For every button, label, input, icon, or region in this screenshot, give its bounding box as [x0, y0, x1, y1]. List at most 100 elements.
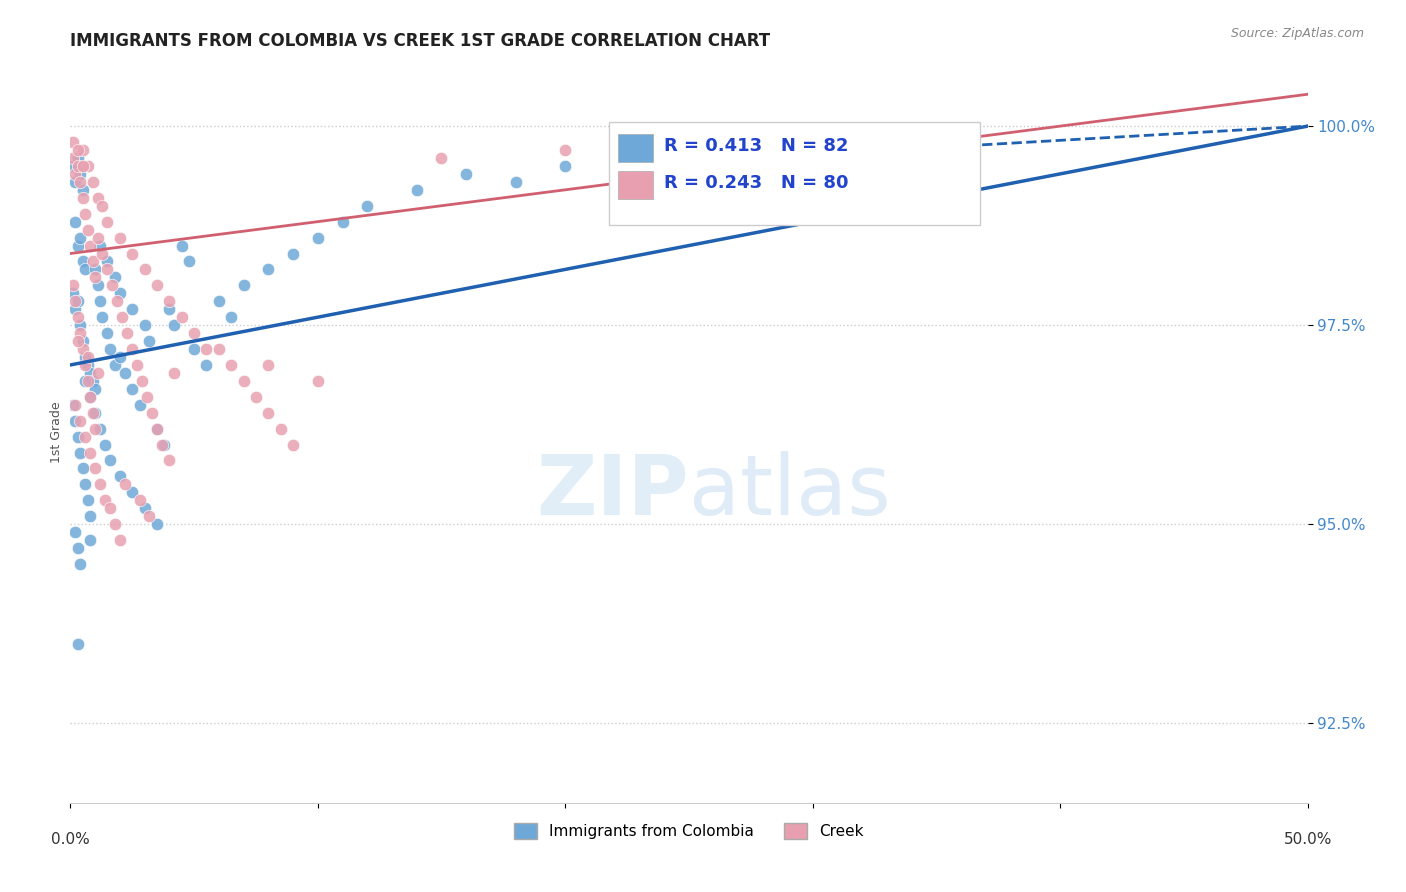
Point: [69, 414, 91, 428]
Point: [307, 374, 329, 388]
Point: [281, 437, 304, 451]
Point: [177, 254, 200, 268]
Point: [65, 294, 87, 309]
Point: [108, 469, 131, 483]
Point: [108, 350, 131, 364]
Point: [146, 422, 169, 436]
Point: [157, 302, 180, 317]
Point: [69, 318, 91, 333]
Point: [98, 342, 121, 356]
Point: [505, 175, 527, 189]
FancyBboxPatch shape: [609, 121, 980, 226]
Point: [307, 230, 329, 244]
Point: [170, 310, 193, 325]
Point: [405, 183, 427, 197]
Point: [356, 199, 378, 213]
Point: [62, 159, 84, 173]
Point: [79, 533, 101, 547]
Point: [96, 326, 118, 340]
Point: [72, 254, 94, 268]
Point: [554, 143, 576, 157]
Point: [76, 159, 98, 173]
Point: [75, 350, 97, 364]
Text: IMMIGRANTS FROM COLOMBIA VS CREEK 1ST GRADE CORRELATION CHART: IMMIGRANTS FROM COLOMBIA VS CREEK 1ST GR…: [70, 32, 770, 50]
Point: [136, 390, 159, 404]
Point: [157, 453, 180, 467]
Point: [72, 191, 94, 205]
Point: [91, 310, 114, 325]
Point: [66, 294, 89, 309]
Point: [66, 541, 89, 555]
Text: R = 0.243   N = 80: R = 0.243 N = 80: [664, 174, 849, 192]
Point: [75, 207, 97, 221]
Text: ZIP: ZIP: [537, 451, 689, 533]
Point: [219, 310, 242, 325]
Point: [96, 254, 118, 268]
Point: [134, 262, 156, 277]
Point: [82, 175, 104, 189]
Text: 0.0%: 0.0%: [51, 832, 90, 847]
Point: [163, 318, 186, 333]
Point: [76, 350, 98, 364]
Point: [69, 167, 91, 181]
Point: [150, 437, 173, 451]
Point: [94, 493, 117, 508]
Point: [82, 374, 104, 388]
Point: [75, 429, 97, 443]
Point: [75, 358, 97, 372]
Point: [72, 334, 94, 348]
Point: [98, 501, 121, 516]
Point: [111, 310, 134, 325]
Point: [75, 477, 97, 491]
Point: [131, 374, 153, 388]
Point: [121, 302, 143, 317]
Point: [115, 326, 138, 340]
Point: [121, 246, 143, 260]
FancyBboxPatch shape: [619, 135, 652, 162]
Point: [208, 294, 231, 309]
Point: [430, 151, 453, 165]
Point: [65, 214, 87, 228]
Point: [62, 135, 84, 149]
Point: [146, 278, 169, 293]
Point: [108, 230, 131, 244]
Point: [219, 358, 242, 372]
Point: [76, 358, 98, 372]
Point: [82, 406, 104, 420]
Point: [84, 461, 107, 475]
Point: [69, 557, 91, 571]
Point: [76, 222, 98, 236]
Point: [84, 262, 107, 277]
Point: [75, 262, 97, 277]
Point: [66, 429, 89, 443]
Point: [101, 278, 124, 293]
Point: [128, 493, 150, 508]
Point: [98, 453, 121, 467]
Y-axis label: 1st Grade: 1st Grade: [51, 401, 63, 464]
Point: [76, 374, 98, 388]
Point: [195, 342, 218, 356]
Point: [195, 358, 218, 372]
Point: [86, 278, 108, 293]
Point: [105, 294, 128, 309]
Point: [66, 143, 89, 157]
Point: [89, 294, 111, 309]
Text: 50.0%: 50.0%: [1284, 832, 1331, 847]
Point: [84, 406, 107, 420]
Point: [66, 310, 89, 325]
Point: [66, 238, 89, 252]
Text: Source: ZipAtlas.com: Source: ZipAtlas.com: [1230, 27, 1364, 40]
Point: [65, 414, 87, 428]
Point: [62, 398, 84, 412]
Point: [69, 445, 91, 459]
Text: R = 0.413   N = 82: R = 0.413 N = 82: [664, 137, 849, 155]
Point: [456, 167, 478, 181]
Point: [79, 390, 101, 404]
Point: [170, 238, 193, 252]
Point: [603, 167, 626, 181]
Point: [127, 358, 149, 372]
Point: [96, 214, 118, 228]
Point: [84, 422, 107, 436]
Point: [65, 398, 87, 412]
Point: [183, 342, 205, 356]
